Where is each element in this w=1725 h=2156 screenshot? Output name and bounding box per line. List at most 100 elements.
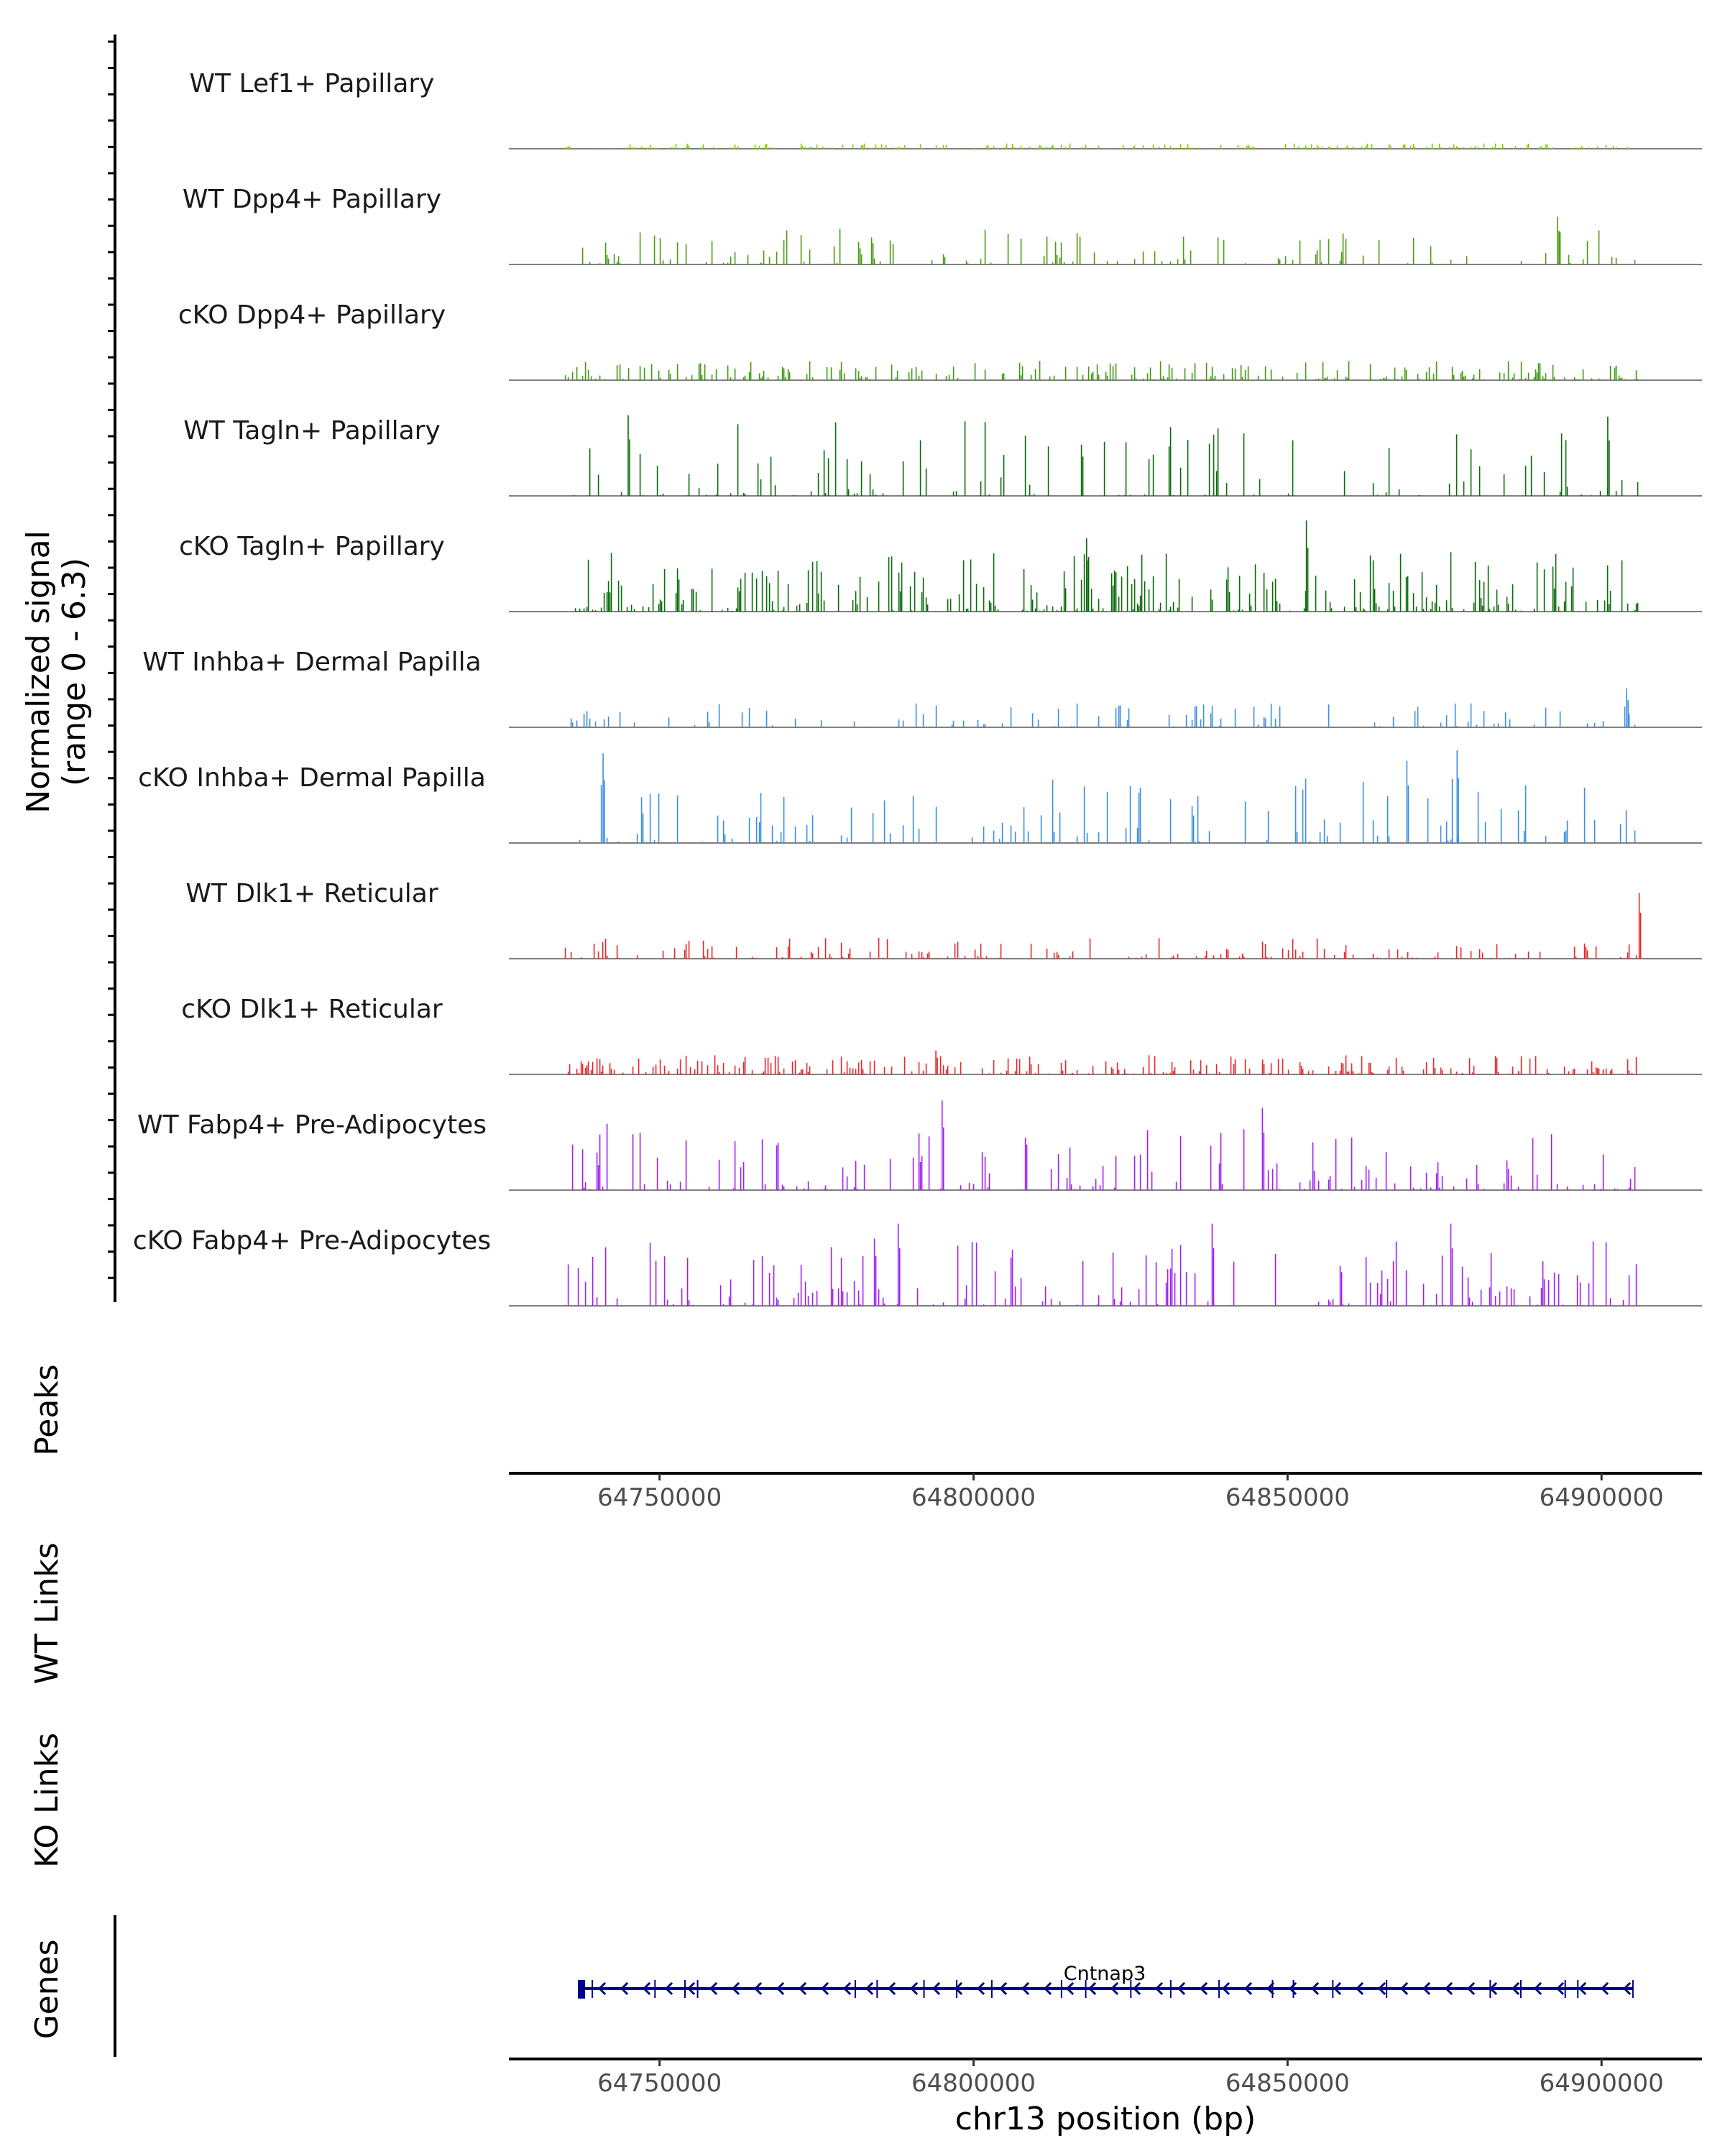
x-tick-label: 64800000 xyxy=(911,1483,1036,1512)
track-0: WT Lef1+ Papillary xyxy=(190,69,1702,149)
track-signal xyxy=(571,1100,1636,1190)
x-tick-label: 64850000 xyxy=(1225,2069,1350,2098)
track-4: cKO Tagln+ Papillary xyxy=(179,520,1702,612)
strand-arrow xyxy=(842,1981,852,1996)
gene-label: Cntnap3 xyxy=(1064,1963,1146,1985)
strand-arrow xyxy=(887,1981,896,1996)
track-label: cKO Tagln+ Papillary xyxy=(179,532,445,561)
strand-arrow xyxy=(1355,1981,1364,1996)
track-10: cKO Fabp4+ Pre-Adipocytes xyxy=(133,1223,1702,1307)
strand-arrow xyxy=(1154,1981,1164,1996)
track-label: cKO Fabp4+ Pre-Adipocytes xyxy=(133,1226,491,1256)
strand-arrow xyxy=(620,1981,629,1996)
gene-model xyxy=(578,1980,1634,1999)
track-7: WT Dlk1+ Reticular xyxy=(185,879,1702,959)
strand-arrow xyxy=(954,1981,963,1996)
track-8: cKO Dlk1+ Reticular xyxy=(181,995,1702,1075)
track-signal xyxy=(570,688,1636,727)
peaks-x-ticks: 64750000 64800000 64850000 64900000 xyxy=(597,1473,1664,1512)
strand-arrow xyxy=(1043,1981,1052,1996)
track-9: WT Fabp4+ Pre-Adipocytes xyxy=(137,1100,1702,1191)
strand-arrow xyxy=(798,1981,807,1996)
x-axis-label: chr13 position (bp) xyxy=(955,2101,1256,2137)
strand-arrow xyxy=(597,1981,607,1996)
strand-arrow xyxy=(1243,1981,1253,1996)
strand-arrow xyxy=(932,1981,941,1996)
track-label: WT Dlk1+ Reticular xyxy=(185,879,438,908)
track-label: WT Fabp4+ Pre-Adipocytes xyxy=(137,1110,487,1140)
track-5: WT Inhba+ Dermal Papilla xyxy=(142,648,1702,728)
track-signal xyxy=(567,1050,1637,1074)
strand-arrow xyxy=(1511,1981,1520,1996)
x-tick-label: 64750000 xyxy=(597,1483,722,1512)
track-signal xyxy=(566,143,1630,149)
panel-label-wt-links: WT Links xyxy=(29,1542,65,1684)
strand-arrow xyxy=(776,1981,785,1996)
strand-arrow xyxy=(709,1981,718,1996)
y-axis-label-line1: Normalized signal xyxy=(20,530,57,814)
track-3: WT Tagln+ Papillary xyxy=(183,415,1702,497)
panel-label-genes: Genes xyxy=(29,1939,65,2039)
strand-arrow xyxy=(664,1981,673,1996)
x-tick-label: 64900000 xyxy=(1540,2069,1664,2098)
track-label: cKO Dlk1+ Reticular xyxy=(181,995,443,1024)
panel-label-ko-links: KO Links xyxy=(29,1733,65,1868)
strand-arrow xyxy=(865,1981,874,1996)
y-axis-label-line2: (range 0 - 6.3) xyxy=(56,558,93,786)
track-signal xyxy=(573,415,1639,496)
strand-arrow xyxy=(1555,1981,1565,1996)
track-signal xyxy=(579,750,1636,843)
strand-arrow xyxy=(1065,1981,1075,1996)
strand-arrow xyxy=(731,1981,740,1996)
strand-arrow xyxy=(1333,1981,1342,1996)
strand-arrow xyxy=(1600,1981,1609,1996)
track-6: cKO Inhba+ Dermal Papilla xyxy=(138,750,1702,844)
strand-arrow xyxy=(1310,1981,1320,1996)
strand-arrow xyxy=(1266,1981,1275,1996)
strand-arrow xyxy=(1021,1981,1030,1996)
track-1: WT Dpp4+ Papillary xyxy=(183,185,1702,265)
strand-arrow xyxy=(998,1981,1008,1996)
track-label: WT Tagln+ Papillary xyxy=(183,416,441,446)
strand-arrow xyxy=(1221,1981,1230,1996)
track-signal xyxy=(564,893,1642,959)
track-signal xyxy=(581,216,1636,264)
track-signal xyxy=(564,361,1639,380)
strand-arrow xyxy=(1177,1981,1186,1996)
track-signal xyxy=(567,1223,1637,1306)
track-label: cKO Dpp4+ Papillary xyxy=(178,300,446,330)
strand-arrow xyxy=(1377,1981,1386,1996)
coverage-y-ticks xyxy=(108,40,115,1279)
strand-arrow xyxy=(1578,1981,1587,1996)
coverage-tracks: WT Lef1+ Papillary WT Dpp4+ Papillary cKO … xyxy=(133,69,1702,1307)
x-tick-label: 64800000 xyxy=(911,2069,1036,2098)
strand-arrow xyxy=(1489,1981,1498,1996)
track-label: WT Dpp4+ Papillary xyxy=(183,185,441,214)
strand-arrow xyxy=(820,1981,829,1996)
gene-exon xyxy=(578,1980,586,1999)
strand-arrow xyxy=(1444,1981,1453,1996)
strand-arrow xyxy=(1199,1981,1208,1996)
strand-arrow xyxy=(1422,1981,1431,1996)
track-signal xyxy=(574,520,1639,612)
strand-arrow xyxy=(1087,1981,1097,1996)
genes-x-ticks: 64750000 64800000 64850000 64900000 xyxy=(597,2059,1664,2098)
strand-arrow xyxy=(753,1981,763,1996)
strand-arrow xyxy=(686,1981,696,1996)
track-label: WT Inhba+ Dermal Papilla xyxy=(142,648,481,677)
x-tick-label: 64750000 xyxy=(597,2069,722,2098)
track-2: cKO Dpp4+ Papillary xyxy=(178,300,1702,381)
track-label: WT Lef1+ Papillary xyxy=(190,69,435,98)
x-tick-label: 64900000 xyxy=(1540,1483,1664,1512)
strand-arrow xyxy=(1399,1981,1409,1996)
x-tick-label: 64850000 xyxy=(1225,1483,1350,1512)
strand-arrow xyxy=(976,1981,985,1996)
strand-arrow xyxy=(642,1981,651,1996)
strand-arrow xyxy=(1622,1981,1632,1996)
strand-arrow xyxy=(1110,1981,1119,1996)
strand-arrow xyxy=(1533,1981,1542,1996)
track-label: cKO Inhba+ Dermal Papilla xyxy=(138,763,486,793)
strand-arrow xyxy=(909,1981,919,1996)
panel-label-peaks: Peaks xyxy=(29,1364,65,1455)
